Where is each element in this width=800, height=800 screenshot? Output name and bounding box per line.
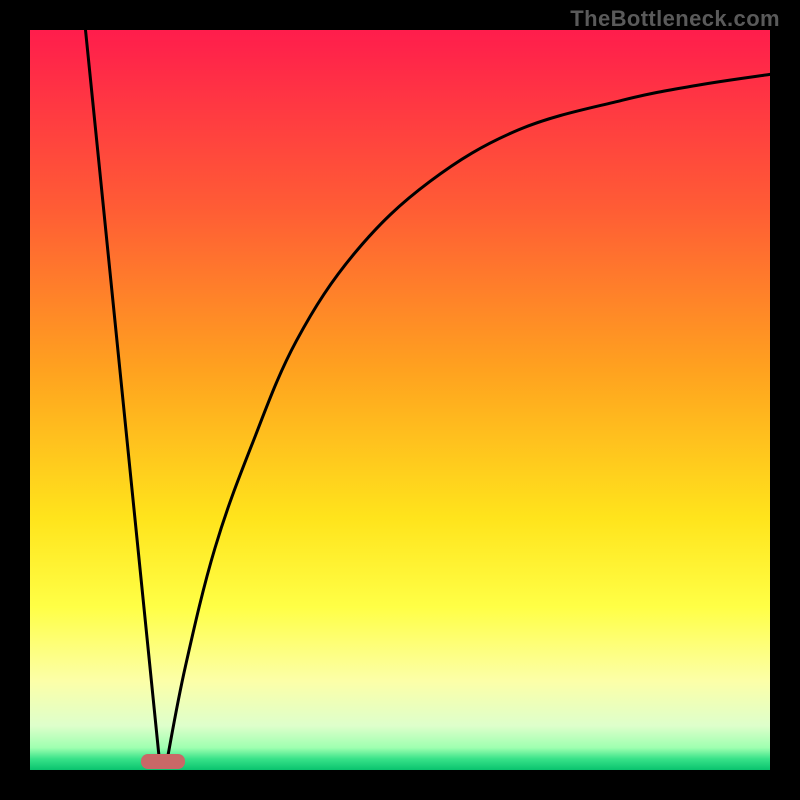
plot-area <box>30 30 770 770</box>
watermark-text: TheBottleneck.com <box>570 6 780 32</box>
bottleneck-curve <box>86 30 771 761</box>
curve-svg <box>30 30 770 770</box>
min-marker <box>141 754 185 769</box>
chart-frame: TheBottleneck.com <box>0 0 800 800</box>
